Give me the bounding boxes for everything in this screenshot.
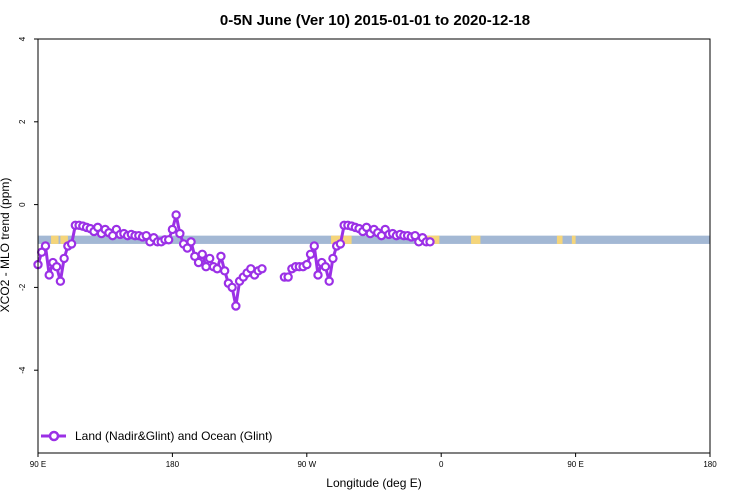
x-axis-label: Longitude (deg E)	[326, 476, 421, 490]
ocean-band	[38, 235, 710, 244]
y-tick-label: 2	[18, 119, 27, 124]
data-point	[44, 270, 54, 280]
data-point	[66, 239, 77, 249]
data-point	[313, 270, 323, 280]
data-point	[302, 259, 312, 270]
data-point	[425, 237, 435, 247]
y-tick-label: -4	[18, 366, 27, 374]
data-point	[335, 239, 346, 249]
data-point	[167, 224, 178, 235]
data-point	[216, 251, 226, 262]
series-layer	[33, 210, 435, 311]
data-point	[205, 253, 215, 264]
data-point	[201, 262, 211, 272]
data-point	[175, 228, 185, 239]
legend-label: Land (Nadir&Glint) and Ocean (Glint)	[75, 429, 272, 443]
data-point	[51, 262, 62, 272]
series-line	[36, 213, 263, 308]
land-segment	[51, 235, 59, 244]
x-tick-label: 180	[703, 460, 717, 469]
x-tick-label: 90 E	[30, 460, 46, 469]
data-point	[328, 253, 338, 264]
x-tick-label: 180	[166, 460, 180, 469]
data-point	[59, 253, 69, 264]
data-point	[231, 301, 241, 311]
data-point	[55, 276, 66, 286]
data-point	[283, 272, 293, 282]
x-tick-label: 90 E	[567, 460, 583, 469]
land-segment	[331, 235, 345, 244]
land-segment	[340, 235, 352, 244]
data-point	[171, 210, 181, 220]
data-point	[40, 241, 51, 251]
plot-frame	[37, 38, 711, 454]
x-tick-label: 0	[439, 460, 444, 469]
axes: 4 2 0 -2 -4 90 E 180 90 W 0 90 E 180	[18, 36, 717, 469]
chart-title: 0-5N June (Ver 10) 2015-01-01 to 2020-12…	[220, 12, 530, 29]
y-axis-label: XCO2 - MLO trend (ppm)	[0, 178, 12, 313]
data-point	[219, 266, 230, 276]
data-point	[227, 282, 237, 293]
data-point	[257, 264, 267, 274]
data-point	[320, 262, 331, 272]
y-tick-label: -2	[18, 283, 27, 291]
y-tick-label: 0	[18, 202, 27, 207]
data-point	[197, 249, 207, 259]
data-point	[186, 237, 196, 247]
legend: Land (Nadir&Glint) and Ocean (Glint)	[41, 429, 272, 443]
land-segment	[60, 235, 68, 244]
data-point	[163, 235, 174, 245]
x-tick-label: 90 W	[297, 460, 316, 469]
land-segment	[556, 235, 563, 244]
data-point	[309, 241, 319, 251]
data-point	[305, 249, 316, 259]
data-point	[193, 257, 204, 268]
data-point	[324, 276, 334, 286]
land-segment	[471, 235, 481, 244]
legend-marker-swatch	[48, 430, 60, 442]
land-segment	[571, 235, 576, 244]
y-tick-label: 4	[18, 36, 27, 41]
data-point	[212, 264, 222, 274]
